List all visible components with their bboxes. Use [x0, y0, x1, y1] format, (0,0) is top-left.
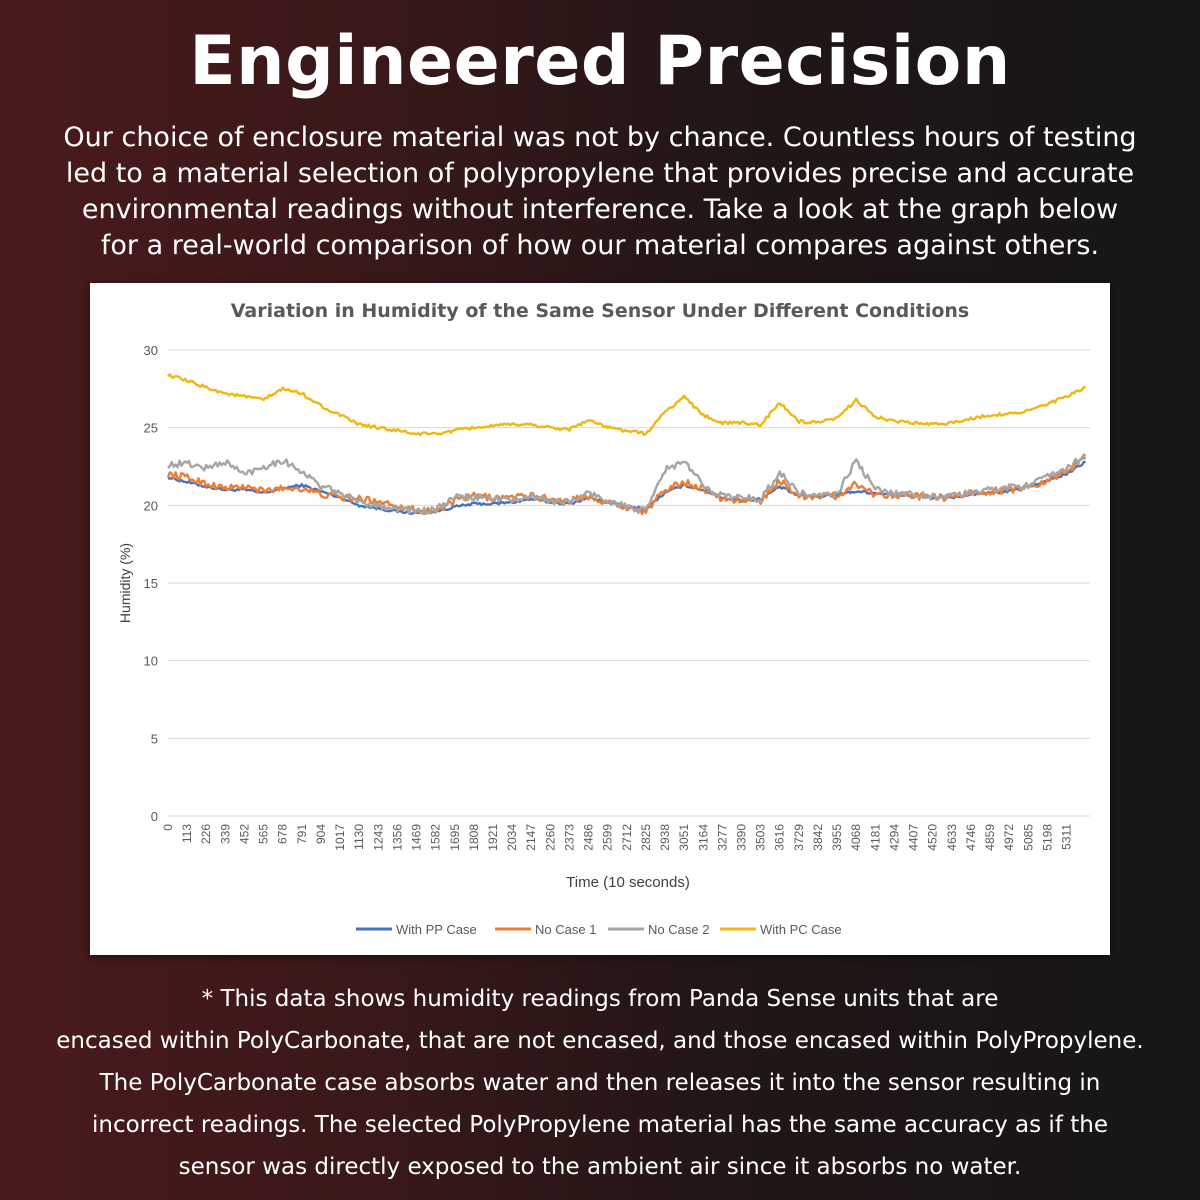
x-tick-label: 1469: [410, 824, 424, 851]
x-tick-label: 339: [218, 824, 232, 844]
x-tick-label: 1017: [333, 824, 347, 851]
x-tick-label: 1695: [448, 824, 462, 851]
x-tick-label: 3277: [715, 824, 729, 851]
y-tick-label: 5: [151, 731, 158, 746]
x-axis-ticks: 0 113 226 339 452 565 678 791 904 1017 1130 1243 135…: [161, 824, 1073, 851]
legend-label: No Case 2: [648, 922, 709, 937]
series-line-no-case-2: [167, 453, 1087, 515]
chart-series: [166, 373, 1087, 516]
y-tick-label: 20: [144, 498, 158, 513]
x-tick-label: 4068: [849, 824, 863, 851]
y-tick-label: 15: [144, 576, 158, 591]
y-axis-label: Humidity (%): [117, 543, 133, 623]
x-tick-label: 2599: [601, 824, 615, 851]
footnote-line: * This data shows humidity readings from…: [201, 986, 999, 1012]
x-tick-label: 2712: [620, 824, 634, 851]
x-tick-label: 3051: [677, 824, 691, 851]
footnote-line: encased within PolyCarbonate, that are n…: [56, 1028, 1144, 1054]
x-tick-label: 4633: [945, 824, 959, 851]
x-tick-label: 4520: [926, 824, 940, 851]
y-tick-label: 25: [144, 421, 158, 436]
x-tick-label: 4181: [868, 824, 882, 851]
x-tick-label: 3390: [735, 824, 749, 851]
x-tick-label: 1243: [371, 824, 385, 851]
x-tick-label: 452: [237, 824, 251, 844]
x-tick-label: 1582: [429, 824, 443, 851]
x-tick-label: 0: [161, 824, 175, 831]
page-title: Engineered Precision: [189, 22, 1011, 101]
x-tick-label: 2486: [582, 824, 596, 851]
x-tick-label: 226: [199, 824, 213, 844]
x-tick-label: 4407: [907, 824, 921, 851]
x-tick-label: 3842: [811, 824, 825, 851]
x-axis-label: Time (10 seconds): [566, 874, 690, 891]
x-tick-label: 4294: [887, 824, 901, 851]
humidity-line-chart: Variation in Humidity of the Same Sensor…: [117, 300, 1090, 937]
chart-gridlines: [168, 349, 1090, 817]
y-tick-label: 0: [151, 809, 158, 824]
intro-paragraph: Our choice of enclosure material was not…: [63, 122, 1137, 261]
x-tick-label: 3955: [830, 824, 844, 851]
legend-label: With PP Case: [396, 922, 477, 937]
x-tick-label: 1808: [467, 824, 481, 851]
x-tick-label: 1356: [390, 824, 404, 851]
x-tick-label: 5198: [1040, 824, 1054, 851]
series-line-with-pc-case: [167, 373, 1086, 437]
footnote-line: The PolyCarbonate case absorbs water and…: [99, 1070, 1101, 1096]
footnote: * This data shows humidity readings from…: [10, 978, 1190, 1188]
y-tick-label: 10: [144, 654, 158, 669]
x-tick-label: 5311: [1059, 824, 1073, 850]
x-tick-label: 4972: [1002, 824, 1016, 851]
footnote-line: sensor was directly exposed to the ambie…: [178, 1154, 1022, 1180]
legend-label: No Case 1: [535, 922, 596, 937]
x-tick-label: 565: [257, 824, 271, 844]
x-tick-label: 2260: [543, 824, 557, 851]
x-tick-label: 2825: [639, 824, 653, 851]
chart-title: Variation in Humidity of the Same Sensor…: [231, 300, 969, 322]
chart-legend: With PP Case No Case 1 No Case 2 With PC Ca…: [356, 922, 842, 937]
footnote-line: incorrect readings. The selected PolyPro…: [92, 1112, 1108, 1138]
x-tick-label: 904: [314, 824, 328, 844]
x-tick-label: 678: [276, 824, 290, 844]
x-tick-label: 4746: [964, 824, 978, 851]
x-tick-label: 2034: [505, 824, 519, 851]
x-tick-label: 1130: [352, 824, 366, 850]
x-tick-label: 2147: [524, 824, 538, 851]
y-axis-ticks: 0 5 10 15 20 25 30: [144, 343, 158, 824]
x-tick-label: 791: [295, 824, 309, 844]
legend-label: With PC Case: [760, 922, 842, 937]
x-tick-label: 113: [180, 824, 194, 843]
x-tick-label: 5085: [1021, 824, 1035, 851]
x-tick-label: 2373: [562, 824, 576, 851]
x-tick-label: 3616: [773, 824, 787, 851]
x-tick-label: 1921: [486, 824, 500, 851]
x-tick-label: 3729: [792, 824, 806, 851]
humidity-chart-card: Variation in Humidity of the Same Sensor…: [90, 283, 1110, 955]
y-tick-label: 30: [144, 343, 158, 358]
x-tick-label: 2938: [658, 824, 672, 851]
x-tick-label: 3164: [696, 824, 710, 851]
x-tick-label: 3503: [754, 824, 768, 851]
x-tick-label: 4859: [983, 824, 997, 851]
